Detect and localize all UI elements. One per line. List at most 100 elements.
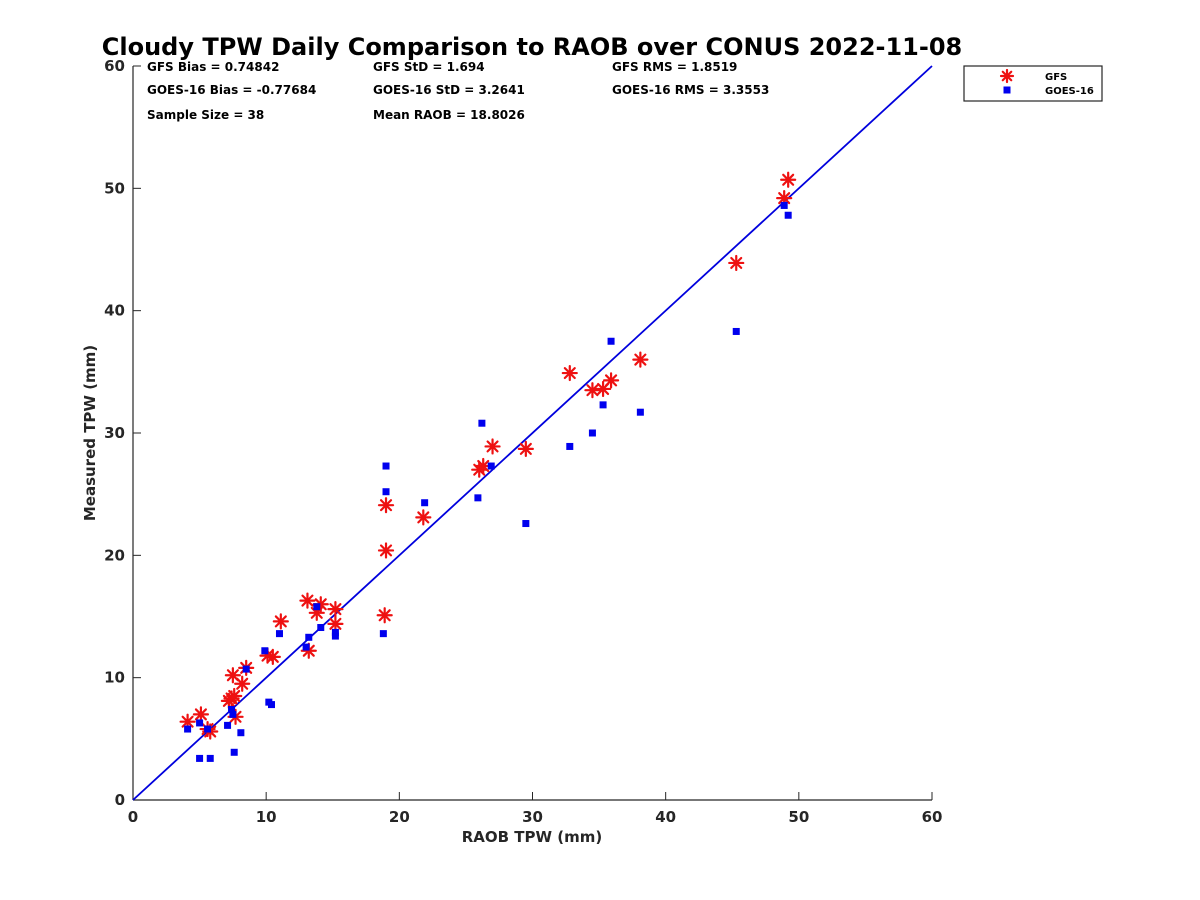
asterisk-stroke — [378, 609, 391, 622]
goes-16-point — [636, 408, 644, 416]
gfs-point — [264, 648, 281, 665]
asterisk-stroke — [301, 594, 314, 607]
goes-16-point — [784, 211, 792, 219]
gfs-point — [377, 497, 395, 514]
x-tick-label: 20 — [389, 808, 410, 826]
asterisk-stroke — [274, 615, 287, 628]
goes-16-point — [302, 643, 310, 651]
x-tick-label: 40 — [655, 808, 676, 826]
gfs-series — [179, 171, 797, 740]
asterisk-stroke — [194, 708, 207, 721]
x-tick-label: 50 — [788, 808, 809, 826]
gfs-point — [728, 254, 745, 272]
goes-16-point — [421, 499, 429, 507]
goes-16-series — [184, 201, 792, 762]
goes-16-point — [228, 705, 236, 713]
plot-axes: 0 10 20 30 40 50 60 0 10 20 30 40 50 60 — [104, 57, 942, 826]
asterisk-stroke — [586, 384, 599, 397]
x-tick-label: 10 — [256, 808, 277, 826]
gfs-point — [376, 607, 393, 624]
goes-16-point — [474, 494, 482, 502]
y-axis-label: Measured TPW (mm) — [81, 345, 99, 521]
legend-gfs-marker — [999, 68, 1015, 84]
goes-16-point — [229, 710, 237, 718]
asterisk-stroke — [782, 173, 795, 186]
gfs-point — [224, 667, 241, 684]
goes-16-point — [230, 748, 238, 756]
reference-line-group — [132, 65, 933, 801]
goes-16-point — [196, 754, 204, 762]
gfs-point — [484, 438, 501, 455]
asterisk-stroke — [379, 544, 393, 557]
x-axis-label: RAOB TPW (mm) — [462, 828, 603, 846]
goes-16-point — [599, 401, 607, 409]
asterisk-stroke — [1001, 70, 1013, 82]
chart-title: Cloudy TPW Daily Comparison to RAOB over… — [102, 33, 962, 61]
gfs-point — [415, 509, 432, 526]
x-tick-label: 30 — [522, 808, 543, 826]
gfs-point — [517, 440, 534, 458]
y-tick-label: 0 — [115, 791, 125, 809]
legend-gfs-label: GFS — [1045, 72, 1067, 83]
goes-16-point — [261, 647, 269, 655]
goes-16-point — [305, 633, 313, 641]
goes-16-point — [237, 729, 245, 737]
asterisk-stroke — [236, 677, 249, 690]
y-tick-label: 20 — [104, 546, 125, 564]
goes-16-point — [331, 628, 339, 636]
legend: GFS GOES-16 — [963, 65, 1103, 102]
asterisk-stroke — [379, 499, 393, 512]
asterisk-stroke — [563, 367, 576, 380]
y-tick-label: 30 — [104, 424, 125, 442]
goes-16-point — [487, 462, 495, 470]
stat-text: GOES-16 RMS = 3.3553 — [612, 83, 769, 97]
y-tick-label: 40 — [104, 302, 125, 320]
asterisk-stroke — [730, 256, 743, 270]
goes-16-point — [313, 603, 321, 611]
gfs-point — [377, 542, 395, 559]
goes-16-point — [522, 520, 530, 528]
asterisk-stroke — [486, 440, 499, 453]
goes-16-point — [267, 701, 275, 709]
asterisk-stroke — [261, 649, 274, 662]
goes-16-point — [242, 665, 250, 673]
goes-16-point — [382, 462, 390, 470]
goes-16-point — [206, 754, 214, 762]
asterisk-stroke — [266, 650, 279, 663]
asterisk-stroke — [226, 669, 239, 682]
asterisk-stroke — [477, 459, 490, 473]
goes-16-point — [331, 632, 339, 640]
reference-line — [132, 65, 933, 801]
gfs-point — [602, 372, 620, 389]
goes-16-point — [275, 630, 283, 638]
asterisk-stroke — [605, 374, 618, 387]
asterisk-stroke — [634, 353, 647, 366]
legend-goes-16-marker — [1003, 86, 1011, 94]
stat-text: GFS StD = 1.694 — [373, 60, 485, 74]
goes-16-point — [478, 419, 486, 427]
goes-16-point — [566, 442, 574, 450]
gfs-point — [584, 382, 601, 399]
y-tick-label: 10 — [104, 669, 125, 687]
x-tick-label: 60 — [922, 808, 943, 826]
y-tick-label: 50 — [104, 179, 125, 197]
goes-16-point — [204, 725, 212, 733]
stat-text: GFS Bias = 0.74842 — [147, 60, 279, 74]
asterisk-stroke — [778, 192, 791, 205]
goes-16-point — [184, 725, 192, 733]
goes-16-point — [317, 624, 325, 632]
gfs-point — [327, 601, 344, 618]
stat-text: GOES-16 Bias = -0.77684 — [147, 83, 316, 97]
gfs-point — [561, 364, 578, 382]
asterisk-stroke — [181, 715, 194, 728]
goes-16-point — [607, 337, 615, 345]
goes-16-point — [588, 429, 596, 437]
gfs-point — [234, 675, 251, 692]
goes-16-point — [780, 201, 788, 209]
stat-text: Sample Size = 38 — [147, 108, 264, 122]
legend-goes-16-label: GOES-16 — [1045, 86, 1094, 97]
statistics-block: GFS Bias = 0.74842 GFS StD = 1.694 GFS RMS… — [147, 60, 769, 122]
gfs-point — [226, 687, 243, 705]
x-tick-label: 0 — [128, 808, 138, 826]
